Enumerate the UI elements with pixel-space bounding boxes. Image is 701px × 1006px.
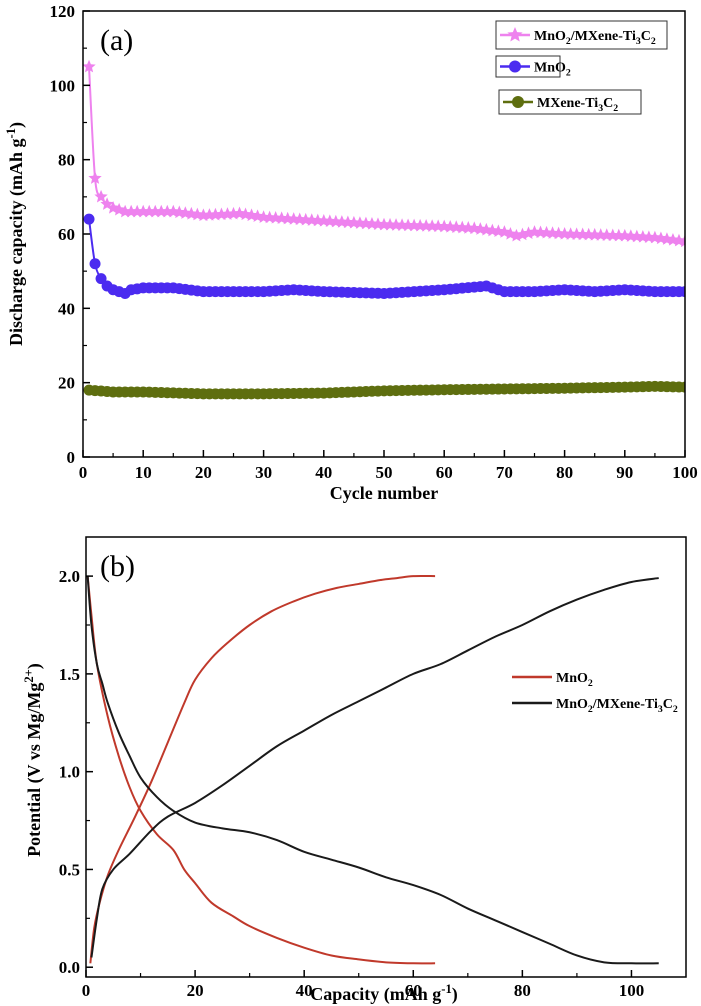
y-tick-label: 0.0	[59, 958, 80, 977]
legend-label: MnO2​/MXene-Ti3​C2​	[534, 29, 656, 47]
x-tick-label: 70	[496, 463, 513, 482]
y-tick-label: 0	[67, 448, 76, 467]
x-tick-label: 100	[672, 463, 698, 482]
series-mno2-mxene-ti3c2	[83, 59, 685, 248]
x-tick-label: 10	[135, 463, 152, 482]
panel-label-b: (b)	[100, 550, 135, 583]
y-tick-label: 1.5	[59, 665, 80, 684]
x-tick-label: 60	[436, 463, 453, 482]
series-mno2	[86, 574, 436, 965]
x-tick-label: 100	[619, 981, 645, 1000]
y-tick-label: 40	[58, 299, 75, 318]
x-tick-label: 30	[255, 463, 272, 482]
panel-label-a: (a)	[100, 24, 133, 57]
x-axis-title-a: Cycle number	[330, 483, 438, 503]
legend-label: MnO2​/MXene-Ti3​C2​	[556, 697, 678, 715]
y-axis-title-b: Potential (V vs Mg/Mg2+)	[22, 663, 45, 857]
data-point	[679, 381, 685, 393]
series-mxene-ti3c2	[83, 380, 685, 400]
x-tick-label: 20	[187, 981, 204, 1000]
legend-entry-mno2: MnO2​	[495, 55, 571, 79]
data-point	[94, 189, 108, 203]
y-tick-label: 20	[58, 374, 75, 393]
x-tick-label: 80	[514, 981, 531, 1000]
legend-entry-mno2: MnO2​	[512, 671, 593, 689]
legend-label: MnO2​	[556, 671, 593, 689]
data-point	[83, 59, 96, 73]
x-tick-label: 60	[405, 981, 422, 1000]
y-tick-label: 2.0	[59, 567, 80, 586]
legend-b: MnO2​ MnO2​/MXene-Ti3​C2​	[512, 671, 678, 715]
data-point	[678, 234, 685, 248]
legend-entry-mxene-ti3c2: MXene-Ti3​C2​	[498, 89, 642, 115]
charge-curve	[89, 574, 436, 964]
data-point	[89, 258, 101, 270]
y-tick-label: 100	[50, 76, 76, 95]
y-tick-label: 0.5	[59, 860, 80, 879]
legend-entry-mno2-mxene-ti3c2: MnO2​/MXene-Ti3​C2​	[512, 697, 678, 715]
x-tick-label: 40	[296, 981, 313, 1000]
series-mno2-mxene-ti3c2	[86, 576, 659, 965]
legend-a: MnO2​/MXene-Ti3​C2​ MnO2​ MXene-Ti3​C2​	[495, 20, 668, 115]
y-tick-label: 60	[58, 225, 75, 244]
data-point	[679, 286, 685, 298]
x-tick-label: 20	[195, 463, 212, 482]
x-tick-label: 80	[556, 463, 573, 482]
charge-curve	[90, 577, 659, 958]
y-tick-label: 120	[50, 2, 76, 21]
series-mno2	[83, 213, 685, 299]
data-point	[88, 171, 102, 184]
legend-entry-mno2-mxene-ti3c2: MnO2​/MXene-Ti3​C2​	[495, 20, 668, 50]
legend-label: MnO2​	[534, 61, 571, 79]
x-tick-label: 0	[79, 463, 88, 482]
x-tick-label: 40	[315, 463, 332, 482]
legend-marker	[507, 27, 523, 42]
discharge-curve	[86, 576, 659, 965]
x-axis-title-b: Capacity (mAh g-1)	[310, 982, 458, 1005]
data-point	[83, 213, 95, 225]
chart-panel-b: 0 20 40 60 80 100 0.0 0.5 1.0 1.5 2.0 (b) Capacity…	[22, 536, 687, 1005]
x-tick-label: 90	[616, 463, 633, 482]
discharge-curve	[86, 576, 436, 965]
legend-marker	[509, 60, 521, 73]
y-axis-title-a: Discharge capacity (mAh g-1)	[4, 122, 27, 346]
y-tick-label: 1.0	[59, 763, 80, 782]
legend-marker	[512, 96, 524, 108]
plot-area-frame-b	[85, 536, 687, 978]
chart-panel-a: 0 10 20 30 40 50 60 70 80 90 100 0 20 40 60 80 100 120 (a…	[4, 2, 698, 503]
data-point	[95, 273, 107, 285]
y-tick-label: 80	[58, 151, 75, 170]
x-tick-label: 50	[376, 463, 393, 482]
legend-label: MXene-Ti3​C2​	[537, 96, 618, 114]
x-tick-label: 0	[82, 981, 91, 1000]
